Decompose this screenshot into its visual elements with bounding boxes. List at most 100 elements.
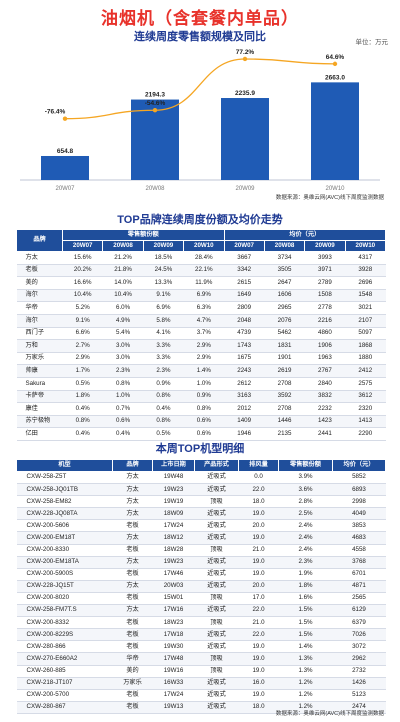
price-cell: 3612	[345, 390, 386, 404]
header-price: 均价（元）	[223, 229, 386, 241]
model-cell: 近吸式	[194, 471, 239, 485]
model-cell: CXW-280-866	[16, 640, 113, 654]
week-header: 20W08	[263, 240, 306, 252]
price-cell: 5462	[264, 327, 305, 341]
share-cell: 0.5%	[62, 377, 103, 391]
model-cell: 方太	[112, 556, 153, 569]
model-cell: CXW-258-Z5T	[16, 471, 113, 485]
model-cell: 18.0	[238, 495, 279, 509]
price-cell: 2809	[224, 301, 265, 315]
share-cell: 2.9%	[183, 352, 224, 366]
price-cell: 2696	[345, 276, 386, 290]
share-cell: 6.3%	[183, 301, 224, 315]
model-cell: 2.5%	[278, 507, 333, 521]
model-header-cell: 机型	[16, 459, 113, 472]
model-cell: 2962	[332, 652, 386, 666]
model-header-cell: 产品形式	[194, 459, 239, 472]
model-cell: 华帝	[112, 652, 153, 666]
share-cell: 4.9%	[102, 314, 144, 328]
model-cell: 1.2%	[278, 689, 333, 702]
price-cell: 2320	[345, 402, 386, 416]
brand-cell: 西门子	[16, 327, 63, 341]
share-cell: 22.1%	[183, 264, 224, 278]
share-cell: 0.8%	[102, 377, 144, 391]
share-cell: 5.2%	[62, 301, 103, 315]
model-cell: 近吸式	[194, 519, 239, 533]
table-row: 美的 16.6% 14.0% 13.3% 11.9% 2615 2647 2789 2696	[16, 276, 386, 290]
model-cell: 近吸式	[194, 677, 239, 690]
week-header: 20W09	[142, 240, 185, 252]
model-cell: 1426	[332, 677, 386, 690]
model-cell: 方太	[112, 495, 153, 509]
model-cell: 1.2%	[278, 677, 333, 690]
price-cell: 3342	[224, 264, 265, 278]
table-row: CXW-200-8020 老板 15W01 顶吸 17.0 1.6% 2565	[16, 592, 386, 606]
model-cell: 1.5%	[278, 604, 333, 618]
share-cell: 9.1%	[143, 289, 184, 303]
model-cell: CXW-258-JQ01TB	[16, 483, 113, 497]
share-cell: 3.3%	[143, 352, 184, 366]
model-cell: 2.3%	[278, 556, 333, 569]
model-cell: 20W03	[152, 580, 195, 593]
model-cell: 19W16	[152, 665, 195, 678]
yoy-label: 64.6%	[326, 54, 345, 61]
brand-cell: 卡萨帝	[16, 390, 63, 404]
model-cell: CXW-260-885	[16, 665, 113, 678]
week-header: 20W08	[102, 240, 144, 252]
model-cell: CXW-200-EM18TA	[16, 556, 113, 569]
brand-table: 品牌 零售额份额 均价（元） 20W07 20W08 20W09 20W10 20W07…	[16, 229, 387, 441]
model-cell: 22.0	[238, 604, 279, 618]
model-cell: 6129	[332, 604, 386, 618]
model-cell: 19.0	[238, 652, 279, 666]
brand-cell: 美的	[16, 276, 63, 290]
model-cell: 方太	[112, 483, 153, 497]
table-row: CXW-200-5700 老板 17W24 近吸式 19.0 1.2% 5123	[16, 689, 386, 702]
category-label: 20W10	[325, 186, 345, 192]
model-cell: 4558	[332, 544, 386, 557]
model-cell: 老板	[112, 616, 153, 630]
model-cell: 2.4%	[278, 519, 333, 533]
model-cell: 1.3%	[278, 652, 333, 666]
table-row: CXW-200-EM18T 方太 18W12 近吸式 19.0 2.4% 4683	[16, 531, 386, 545]
table-row: 帅康 1.7% 2.3% 2.3% 1.4% 2243 2619 2767 2412	[16, 364, 386, 378]
model-cell: 老板	[112, 640, 153, 654]
bar	[131, 99, 179, 180]
table-row: 康佳 0.4% 0.7% 0.4% 0.8% 2012 2708 2232 2320	[16, 402, 386, 416]
table-row: CXW-200-8330 老板 18W28 顶吸 21.0 2.4% 4558	[16, 544, 386, 557]
price-cell: 2107	[345, 314, 386, 328]
price-cell: 3021	[345, 301, 386, 315]
share-cell: 13.3%	[143, 276, 184, 290]
table-row: 西门子 6.6% 5.4% 4.1% 3.7% 4739 5462 4860 5097	[16, 327, 386, 341]
table-row: 海尔 10.4% 10.4% 9.1% 6.9% 1649 1606 1508 1548	[16, 289, 386, 303]
yoy-label: -76.4%	[45, 109, 66, 116]
share-cell: 0.9%	[183, 390, 224, 404]
share-cell: 10.4%	[102, 289, 144, 303]
model-cell: CXW-200-5700	[16, 689, 113, 702]
share-cell: 0.8%	[183, 402, 224, 416]
model-cell: 2474	[332, 701, 386, 714]
model-cell: 顶吸	[194, 592, 239, 606]
table-row: CXW-270-E660A2 华帝 17W48 顶吸 19.0 1.3% 2962	[16, 652, 386, 666]
brand-section-title: TOP品牌连续周度份额及均价走势	[117, 214, 283, 226]
page-title: 油烟机（含套餐内单品）	[101, 9, 299, 28]
table-row: 华帝 5.2% 6.0% 6.9% 6.3% 2809 2965 2778 3021	[16, 301, 386, 315]
price-cell: 2216	[304, 314, 346, 328]
model-cell: 顶吸	[194, 544, 239, 557]
price-cell: 4739	[224, 327, 265, 341]
bar-value-label: 2235.9	[235, 90, 255, 97]
model-cell: 22.0	[238, 628, 279, 642]
model-cell: 17W48	[152, 652, 195, 666]
share-cell: 1.8%	[62, 390, 103, 404]
table-row: CXW-280-866 老板 19W30 近吸式 19.0 1.4% 3072	[16, 640, 386, 654]
model-cell: 老板	[112, 628, 153, 642]
table-row: CXW-258-JQ01TB 方太 19W23 近吸式 22.0 3.6% 6893	[16, 483, 386, 497]
model-cell: 方太	[112, 471, 153, 485]
share-cell: 28.4%	[183, 251, 224, 265]
model-cell: CXW-280-867	[16, 701, 113, 714]
model-cell: 老板	[112, 519, 153, 533]
model-cell: 15W01	[152, 592, 195, 606]
model-cell: 18W23	[152, 616, 195, 630]
model-cell: 万家乐	[112, 677, 153, 690]
share-cell: 0.8%	[62, 415, 103, 429]
share-cell: 21.8%	[102, 264, 144, 278]
